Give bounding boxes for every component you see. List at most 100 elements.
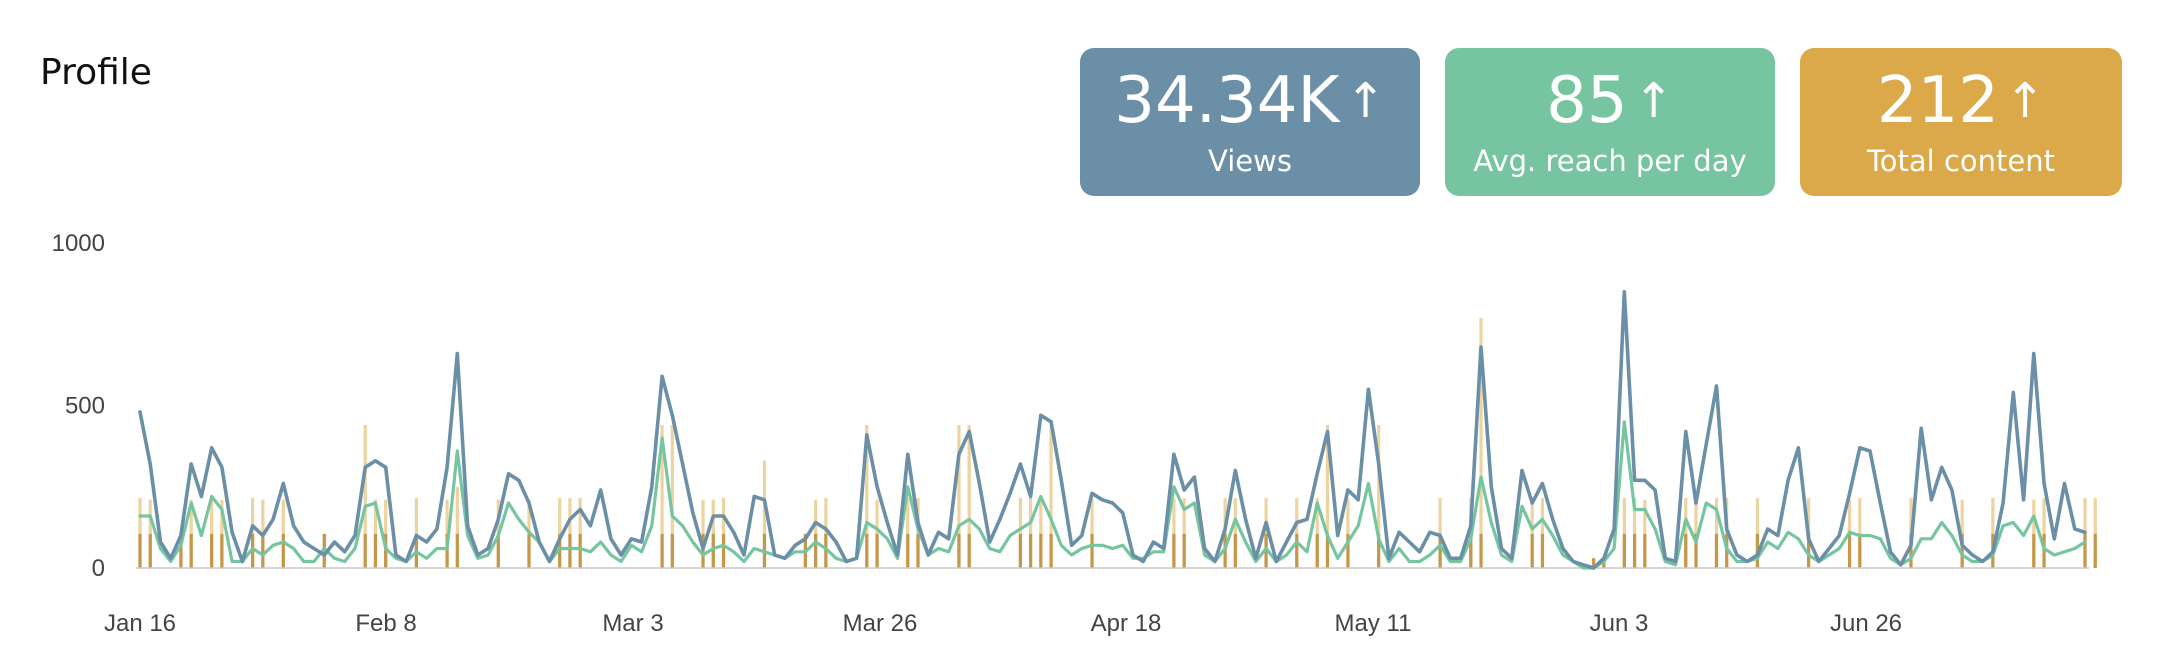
y-tick-label: 1000 — [52, 230, 105, 257]
content-bar-base — [1377, 533, 1381, 568]
arrow-up-icon: ↑ — [1633, 73, 1674, 129]
views-card[interactable]: 34.34K ↑ Views — [1080, 48, 1420, 196]
content-bar-base — [1233, 533, 1237, 568]
content-bar — [568, 498, 572, 568]
content-bar-base — [1622, 533, 1626, 568]
content-bar — [1858, 498, 1862, 568]
x-tick-label: Jun 26 — [1830, 610, 1902, 637]
avg-reach-value: 85 ↑ — [1546, 64, 1674, 138]
stat-cards: 34.34K ↑ Views 85 ↑ Avg. reach per day 212… — [1080, 48, 2122, 196]
content-bar-base — [2042, 533, 2046, 568]
content-bar-base — [363, 533, 367, 568]
content-bar-base — [660, 533, 664, 568]
x-tick-label: Jun 3 — [1590, 610, 1649, 637]
content-bar-base — [967, 533, 971, 568]
x-tick-label: Mar 3 — [602, 610, 663, 637]
content-bar-base — [1295, 533, 1299, 568]
x-tick-label: Apr 18 — [1091, 610, 1162, 637]
x-tick-label: Feb 8 — [355, 610, 416, 637]
content-bar-base — [496, 533, 500, 568]
content-bar-base — [384, 533, 388, 568]
total-content-label: Total content — [1867, 144, 2055, 178]
content-bar-base — [1530, 533, 1534, 568]
content-bar — [1622, 498, 1626, 568]
content-bar — [1438, 498, 1442, 568]
content-bar — [1684, 498, 1688, 568]
content-bar-base — [210, 533, 214, 568]
content-bar — [906, 498, 910, 568]
profile-chart: 0 500 1000 Jan 16 Feb 8 Mar 3 Mar 26 Apr 18 May … — [52, 230, 2097, 637]
content-bar-base — [916, 533, 920, 568]
content-bar — [1182, 498, 1186, 568]
content-bar-base — [1694, 533, 1698, 568]
content-bar-base — [220, 533, 224, 568]
content-bar-base — [1172, 533, 1176, 568]
content-bar-base — [179, 533, 183, 568]
content-bar-base — [1325, 533, 1330, 568]
content-bar-base — [1029, 533, 1033, 568]
content-bar-base — [1643, 533, 1647, 568]
content-bar — [1264, 498, 1268, 568]
content-bar-base — [721, 533, 726, 568]
content-bar — [1755, 498, 1760, 568]
axes: 0 500 1000 Jan 16 Feb 8 Mar 3 Mar 26 Apr 18 May … — [52, 230, 2089, 637]
content-bar-base — [1858, 533, 1862, 568]
content-bar-base — [1714, 533, 1719, 568]
content-bar-base — [578, 533, 582, 568]
content-bar-base — [1592, 558, 1596, 568]
content-bar — [1039, 498, 1043, 568]
content-bar — [2042, 498, 2046, 568]
series-lines — [138, 289, 2087, 570]
content-bar-base — [1684, 533, 1688, 568]
content-bar — [824, 498, 828, 568]
content-bar-base — [1540, 533, 1545, 568]
content-bar — [1090, 498, 1094, 568]
content-bar-base — [568, 533, 572, 568]
content-bar — [1029, 498, 1033, 568]
x-tick-label: Jan 16 — [104, 610, 176, 637]
y-tick-label: 0 — [92, 555, 105, 582]
content-bar — [1315, 498, 1319, 568]
content-bar-base — [2093, 533, 2097, 568]
content-bars — [138, 317, 2097, 568]
total-content-value: 212 ↑ — [1876, 64, 2046, 138]
content-bar-base — [1807, 533, 1811, 568]
content-bar-base — [2083, 533, 2087, 568]
content-bar — [1632, 498, 1637, 568]
content-bar-base — [711, 533, 715, 568]
content-bar — [251, 498, 255, 568]
avg-reach-card[interactable]: 85 ↑ Avg. reach per day — [1445, 48, 1775, 196]
content-bar-base — [189, 533, 193, 568]
views-line — [138, 289, 2087, 570]
content-bar-base — [701, 533, 705, 568]
content-bar — [1233, 498, 1237, 568]
arrow-up-icon: ↑ — [1345, 73, 1386, 129]
content-bar-base — [1632, 533, 1637, 568]
content-bar — [1172, 498, 1176, 568]
content-bar-base — [957, 533, 961, 568]
content-bar — [1991, 498, 1995, 568]
content-bar — [660, 425, 664, 568]
content-bar-base — [1346, 533, 1350, 568]
content-bar-base — [1479, 533, 1483, 568]
content-bar-base — [814, 533, 818, 568]
content-bar-base — [1909, 533, 1913, 568]
y-tick-label: 500 — [65, 393, 105, 420]
content-bar — [670, 425, 674, 568]
content-bar-base — [1847, 533, 1852, 568]
content-bar — [762, 460, 767, 568]
content-bar — [414, 498, 418, 568]
content-bar-base — [906, 533, 910, 568]
content-bar-base — [1960, 533, 1964, 568]
total-content-card[interactable]: 212 ↑ Total content — [1800, 48, 2122, 196]
content-bar-base — [875, 533, 879, 568]
content-bar — [1049, 425, 1053, 568]
content-bar — [865, 425, 869, 568]
content-bar — [455, 486, 459, 568]
content-bar-base — [1315, 533, 1319, 568]
content-bar — [1295, 498, 1299, 568]
content-bar-base — [138, 533, 142, 568]
content-bar — [1540, 498, 1545, 568]
content-bar-base — [1049, 533, 1053, 568]
content-bar-base — [148, 533, 152, 568]
